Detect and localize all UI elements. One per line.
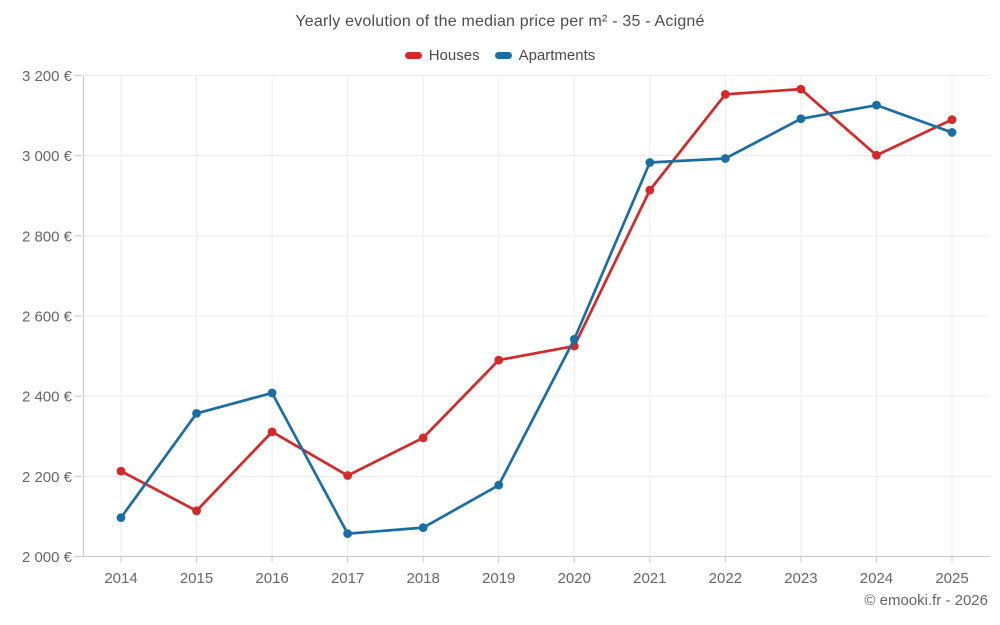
point-apartments-2014[interactable] [116,513,126,523]
x-tick-label: 2024 [860,570,893,587]
point-houses-2022[interactable] [720,89,730,99]
legend-label-apartments: Apartments [518,46,596,64]
series-apartments [116,100,957,539]
point-houses-2015[interactable] [192,506,201,516]
houses-series-swatch-icon [404,51,422,59]
point-houses-2023[interactable] [796,84,806,94]
copyright-watermark: © emooki.fr - 2026 [864,592,988,609]
point-apartments-2019[interactable] [494,480,504,490]
x-tick-label: 2018 [406,570,439,587]
point-apartments-2022[interactable] [720,154,730,163]
legend-item-houses[interactable]: Houses [404,46,480,64]
point-houses-2017[interactable] [343,471,353,480]
series-houses [116,84,957,516]
series-line-houses [119,87,954,513]
x-tick-label: 2016 [255,570,288,587]
chart-title: Yearly evolution of the median price per… [295,13,705,30]
point-apartments-2017[interactable] [343,529,353,539]
y-tick-label: 2 600 € [22,309,73,326]
point-apartments-2016[interactable] [267,388,277,398]
chart-legend: Houses Apartments [0,44,1000,66]
y-tick-label: 3 200 € [22,68,73,85]
point-houses-2021[interactable] [645,185,655,195]
series-line-apartments [119,103,954,536]
point-apartments-2023[interactable] [796,114,806,124]
point-apartments-2021[interactable] [645,158,655,167]
point-houses-2019[interactable] [494,355,504,365]
legend-item-apartments[interactable]: Apartments [494,46,596,64]
x-tick-label: 2015 [180,570,213,587]
point-houses-2016[interactable] [267,427,277,437]
x-tick-label: 2023 [784,570,817,587]
point-apartments-2025[interactable] [947,128,957,137]
x-tick-label: 2020 [558,570,591,587]
point-apartments-2015[interactable] [192,409,201,418]
y-tick-label: 3 000 € [22,148,73,165]
y-tick-label: 2 800 € [22,228,73,245]
x-tick-label: 2019 [482,570,515,587]
y-tick-label: 2 200 € [22,469,73,486]
y-tick-label: 2 400 € [22,389,73,406]
x-tick-label: 2025 [935,570,968,587]
horizontal-gridlines [83,75,990,477]
point-apartments-2020[interactable] [569,334,579,344]
x-tick-label: 2021 [633,570,666,587]
point-apartments-2018[interactable] [418,523,428,533]
x-tick-label: 2022 [709,570,742,587]
x-tick-label: 2014 [104,570,137,587]
legend-label-houses: Houses [428,46,480,64]
point-houses-2024[interactable] [872,150,881,160]
x-axis-labels: 2014 2015 2016 2017 2018 2019 2020 2021 2022 2023… [104,570,968,587]
axes [74,75,990,563]
x-tick-label: 2017 [331,570,364,587]
y-axis-labels: 2 000 € 2 200 € 2 400 € 2 600 € 2 800 € 3 000… [22,68,73,566]
point-houses-2025[interactable] [947,115,957,124]
y-tick-label: 2 000 € [22,549,73,566]
apartments-series-swatch-icon [494,51,512,59]
point-apartments-2024[interactable] [872,100,881,110]
point-houses-2018[interactable] [418,433,428,443]
point-houses-2014[interactable] [116,466,126,476]
